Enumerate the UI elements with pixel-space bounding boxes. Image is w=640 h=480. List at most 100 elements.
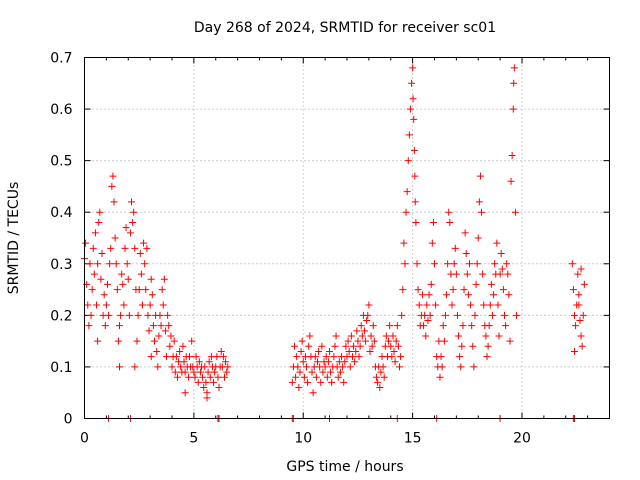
data-point: [309, 389, 317, 397]
data-point: [356, 342, 364, 350]
data-point: [506, 337, 514, 345]
data-point: [374, 378, 382, 386]
data-point: [100, 291, 108, 299]
data-point: [85, 322, 93, 330]
data-point: [108, 182, 116, 190]
data-point: [304, 378, 312, 386]
data-point: [472, 280, 480, 288]
data-point: [311, 353, 319, 361]
data-point: [478, 208, 486, 216]
data-point: [200, 384, 208, 392]
data-point: [147, 353, 155, 361]
data-point: [300, 373, 308, 381]
data-point: [499, 286, 507, 294]
data-point: [191, 373, 199, 381]
data-point: [298, 337, 306, 345]
data-point: [578, 342, 586, 350]
data-point: [494, 301, 502, 309]
x-tick-label: 10: [294, 431, 312, 447]
y-tick-label: 0.4: [50, 205, 72, 221]
data-point: [420, 322, 428, 330]
data-point: [455, 332, 463, 340]
data-point: [429, 219, 437, 227]
data-point: [382, 332, 390, 340]
x-axis-label: GPS time / hours: [286, 459, 403, 475]
data-point: [485, 322, 493, 330]
data-point: [403, 188, 411, 196]
data-point: [141, 260, 149, 268]
data-point: [488, 311, 496, 319]
data-point: [153, 347, 161, 355]
x-tick-label: 15: [404, 431, 422, 447]
data-point: [497, 249, 505, 257]
data-point: [503, 260, 511, 268]
data-point: [113, 286, 121, 294]
data-point: [391, 358, 399, 366]
data-point: [361, 327, 368, 335]
data-point: [203, 394, 211, 402]
data-point: [194, 378, 202, 386]
data-point: [133, 337, 141, 345]
data-point: [471, 311, 479, 319]
data-point: [138, 301, 146, 309]
data-point: [117, 311, 125, 319]
data-point: [377, 368, 385, 376]
data-point: [388, 353, 396, 361]
data-point: [486, 301, 494, 309]
data-point: [394, 342, 402, 350]
data-point: [213, 353, 221, 361]
data-point: [202, 378, 210, 386]
data-point: [118, 270, 126, 278]
data-point: [299, 358, 307, 366]
data-point: [144, 311, 152, 319]
data-point: [411, 172, 419, 180]
data-point: [91, 229, 99, 237]
data-point: [308, 368, 316, 376]
data-point: [353, 327, 361, 335]
data-point: [297, 347, 305, 355]
data-point: [214, 373, 222, 381]
data-point: [509, 105, 517, 113]
data-point: [294, 363, 302, 371]
data-point: [409, 64, 417, 72]
data-point: [322, 353, 330, 361]
data-point: [466, 260, 473, 268]
data-point: [339, 363, 347, 371]
data-point: [158, 286, 166, 294]
data-point: [352, 347, 360, 355]
data-point: [571, 311, 578, 319]
data-point: [306, 332, 314, 340]
data-point: [315, 347, 323, 355]
data-point: [205, 358, 213, 366]
data-point: [293, 353, 301, 361]
data-point: [173, 373, 181, 381]
data-point: [95, 219, 103, 227]
data-point: [464, 291, 472, 299]
data-point: [181, 368, 189, 376]
data-point: [458, 342, 466, 350]
data-point: [149, 322, 157, 330]
data-point: [483, 353, 491, 361]
data-point: [103, 280, 111, 288]
data-point: [460, 286, 468, 294]
data-point: [101, 322, 109, 330]
data-point: [147, 275, 155, 283]
data-point: [482, 332, 490, 340]
data-point: [476, 172, 484, 180]
data-point: [496, 270, 504, 278]
data-point: [468, 322, 476, 330]
y-tick-label: 0: [64, 412, 73, 428]
data-point: [402, 208, 410, 216]
data-point: [196, 368, 204, 376]
data-point: [172, 353, 180, 361]
data-point: [142, 286, 150, 294]
data-point: [222, 358, 230, 366]
data-point: [376, 384, 384, 392]
data-point: [168, 363, 176, 371]
data-point: [576, 317, 584, 325]
y-axis-label: SRMTID / TECUs: [6, 182, 22, 295]
data-point: [449, 286, 457, 294]
data-point: [507, 177, 515, 185]
data-point: [345, 347, 353, 355]
data-point: [109, 172, 117, 180]
